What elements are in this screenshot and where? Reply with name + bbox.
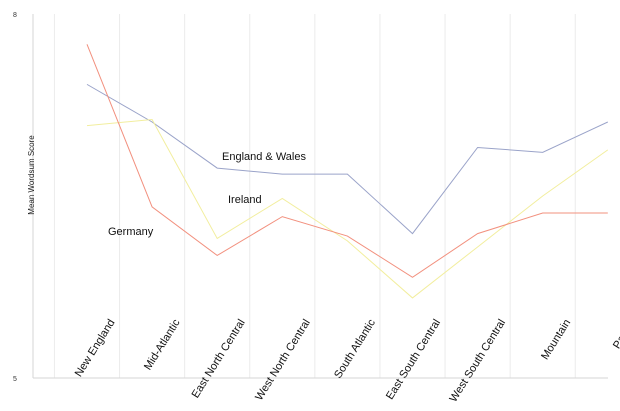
series-line-0: [86, 83, 609, 235]
category-labels: New England Mid-Atlantic East North Centra…: [73, 317, 620, 405]
category-label: West North Central: [253, 317, 313, 403]
category-label: East North Central: [190, 317, 248, 400]
series-line-1: [86, 119, 609, 299]
series-line-2: [86, 44, 608, 278]
category-label: South Atlantic: [332, 317, 378, 381]
y-tick-label-bottom: 5: [13, 376, 17, 383]
category-label: New England: [73, 317, 118, 379]
category-label: East South Central: [384, 317, 443, 402]
series-lines: [86, 44, 609, 299]
series-label-germany: Germany: [108, 226, 154, 238]
category-label: West South Central: [448, 317, 509, 404]
y-axis-title: Mean Wordsum Score: [27, 135, 36, 215]
series-label-england-wales: England & Wales: [222, 151, 306, 163]
series-label-ireland: Ireland: [228, 194, 262, 206]
y-tick-label-top: 8: [13, 12, 17, 19]
category-label: Mountain: [539, 317, 573, 362]
vertical-gridlines: [53, 14, 576, 378]
category-label: Mid-Atlantic: [142, 317, 183, 373]
category-label: Pacific: [611, 317, 620, 351]
